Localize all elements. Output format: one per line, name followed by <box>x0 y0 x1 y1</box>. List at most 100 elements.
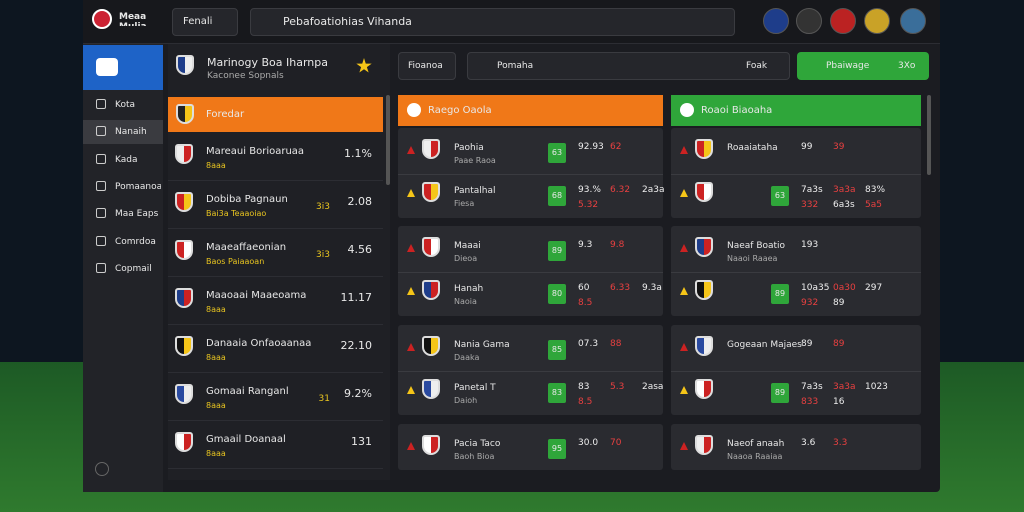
row-sub: Bai3a Teaaoiao <box>206 209 267 218</box>
team-name: Hanah <box>454 284 484 294</box>
column-title: Roaoi Biaoaha <box>701 105 773 116</box>
badge-value: 85 <box>551 345 563 354</box>
row-value: 22.10 <box>340 339 373 352</box>
match-card <box>398 226 663 316</box>
team-crest <box>175 192 193 212</box>
list-row[interactable] <box>168 231 383 277</box>
odds-value: 932 <box>801 298 819 308</box>
odds-value: 99 <box>801 142 813 152</box>
team-name: Naeof anaah <box>727 439 785 449</box>
fav-icon[interactable] <box>680 189 688 197</box>
nav-item: Kada <box>115 154 138 165</box>
odds-badge[interactable] <box>548 241 566 261</box>
tb-button[interactable] <box>797 52 929 80</box>
odds-badge[interactable] <box>548 439 566 459</box>
odds-badge[interactable] <box>771 186 789 206</box>
team-crest <box>695 435 713 455</box>
list-row[interactable] <box>168 327 383 373</box>
odds-badge[interactable] <box>548 186 566 206</box>
team-crest <box>175 336 193 356</box>
odds-value: 3a3a <box>833 185 856 195</box>
row-name: Maaeaffaeonian <box>206 242 287 253</box>
fav-icon[interactable] <box>407 287 415 295</box>
team-crest <box>175 240 193 260</box>
odds-value: 92.93 <box>578 142 604 152</box>
list-row[interactable] <box>168 279 383 325</box>
fav-icon[interactable] <box>680 287 688 295</box>
card-divider <box>398 174 663 175</box>
column-title: Raego Oaola <box>428 105 492 116</box>
fav-icon[interactable] <box>407 442 415 450</box>
odds-badge[interactable] <box>548 284 566 304</box>
top-icon[interactable] <box>864 8 890 34</box>
team-crest <box>175 432 193 452</box>
fav-icon[interactable] <box>680 386 688 394</box>
tb-button-label: Pbaiwage <box>826 61 870 71</box>
team-crest <box>422 435 440 455</box>
top-icon[interactable] <box>796 8 822 34</box>
fav-icon[interactable] <box>680 343 688 351</box>
list-row[interactable] <box>168 375 383 421</box>
fav-icon[interactable] <box>407 244 415 252</box>
selected-row[interactable] <box>168 97 383 132</box>
fav-icon[interactable] <box>407 189 415 197</box>
filter-dropdown[interactable] <box>172 8 238 36</box>
odds-badge[interactable] <box>548 340 566 360</box>
odds-value: 9.3a <box>642 283 662 293</box>
odds-badge[interactable] <box>771 383 789 403</box>
tb-button-count: 3Xo <box>898 61 916 71</box>
fav-icon[interactable] <box>407 146 415 154</box>
fav-icon[interactable] <box>407 343 415 351</box>
brand: Meaa Mulia <box>119 12 147 26</box>
card-divider <box>671 174 921 175</box>
fav-icon[interactable] <box>680 442 688 450</box>
team-crest <box>422 336 440 356</box>
odds-value: 3.3 <box>833 438 848 448</box>
row-name: Maaoaai Maaeoama <box>206 290 307 301</box>
odds-value: 07.3 <box>578 339 599 349</box>
row-sub: 8aaa <box>206 353 226 362</box>
list-row[interactable] <box>168 135 383 181</box>
match-card <box>398 424 663 470</box>
odds-value: 7a3s <box>801 185 823 195</box>
team-crest <box>422 237 440 257</box>
odds-badge[interactable] <box>548 143 566 163</box>
top-icon[interactable] <box>763 8 789 34</box>
odds-value: 39 <box>833 142 845 152</box>
odds-value: 6.33 <box>610 283 631 293</box>
team-crest <box>422 139 440 159</box>
odds-value: 70 <box>610 438 622 448</box>
odds-badge[interactable] <box>548 383 566 403</box>
badge-value: 83 <box>551 388 563 397</box>
fav-icon[interactable] <box>407 386 415 394</box>
row-name: Mareaui Borioaruaa <box>206 146 305 157</box>
fav-icon[interactable] <box>680 146 688 154</box>
odds-value: 2a3a <box>642 185 665 195</box>
top-icon[interactable] <box>900 8 926 34</box>
tb-search-text: Pomaha <box>497 61 534 71</box>
odds-value: 297 <box>865 283 883 293</box>
nav-item: Copmail <box>115 263 152 274</box>
tb-search[interactable] <box>467 52 790 80</box>
list-header: Marinogy Boa Iharnpa <box>207 56 328 69</box>
list-row[interactable] <box>168 423 383 469</box>
fav-icon[interactable] <box>680 244 688 252</box>
list-row[interactable] <box>168 183 383 229</box>
tb-filter[interactable] <box>398 52 456 80</box>
top-icon[interactable] <box>830 8 856 34</box>
team-sub: Paae Raoa <box>454 156 496 165</box>
odds-value: 3a3a <box>833 382 856 392</box>
badge-value: 89 <box>551 246 563 255</box>
row-extra: 31 <box>318 394 330 404</box>
odds-value: 89 <box>833 339 845 349</box>
team-sub: Baoh Bioa <box>454 452 495 461</box>
search-box[interactable] <box>250 8 735 36</box>
card-divider <box>671 371 921 372</box>
nav-item: Maa Eaps <box>115 209 159 220</box>
selected-label: Foredar <box>206 109 245 120</box>
badge-value: 68 <box>551 191 563 200</box>
row-sub: 8aaa <box>206 161 226 170</box>
odds-badge[interactable] <box>771 284 789 304</box>
nav-icon <box>96 126 106 137</box>
team-sub: Daaka <box>454 353 480 362</box>
